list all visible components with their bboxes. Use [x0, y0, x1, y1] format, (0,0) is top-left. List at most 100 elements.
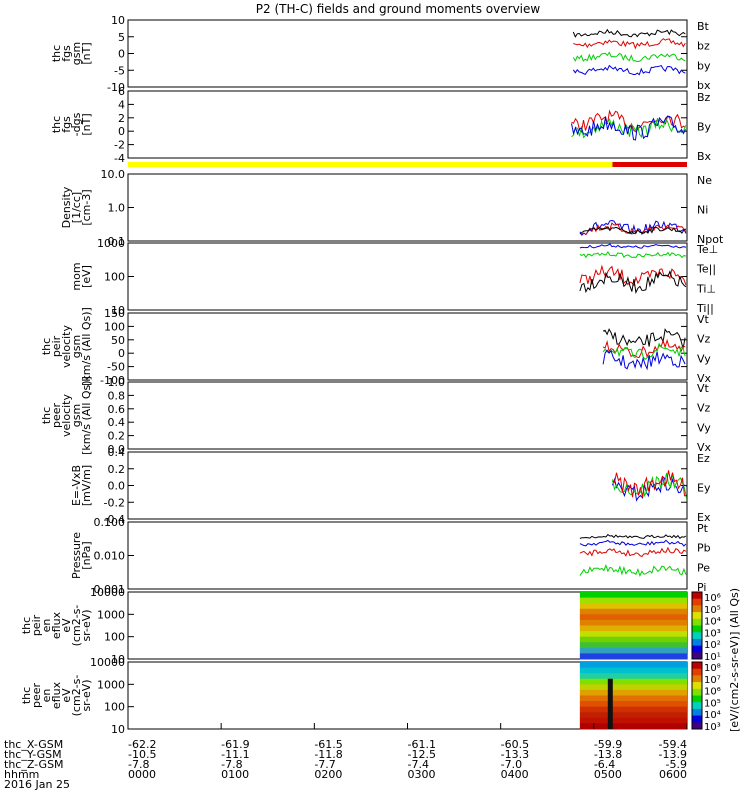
y-axis-label: thcpeirenefluxeV(cm2-s-sr-eV) [20, 605, 93, 647]
y-tick-label: -0.2 [104, 496, 125, 509]
y-axis-label: Density[1/cc][cm-3] [60, 186, 93, 228]
legend-entry: Ne [697, 174, 712, 187]
y-axis-label-line: gsm [70, 42, 83, 65]
legend-entry: Ez [697, 452, 710, 465]
panel-ispec: 10000 1000 100 10 thcpeirenefluxeV(cm2-s-sr-… [20, 586, 721, 666]
spectrogram-band [579, 701, 687, 708]
panel-frame [127, 242, 688, 311]
x-tick-label: 0300 [408, 768, 436, 781]
x-tick-label: -59.9 [594, 738, 622, 751]
date-label: 2016 Jan 25 [4, 778, 70, 791]
x-tick-label: -7.8 [128, 758, 149, 771]
y-tick-label: 0.0 [108, 443, 126, 456]
panel-frame [127, 173, 688, 242]
legend-entry: Vt [697, 313, 710, 326]
series-Ti-perp [579, 243, 687, 249]
legend-entry: Bz [697, 91, 711, 104]
x-tick-label: -11.1 [221, 748, 249, 761]
x-tick-label: -5.9 [666, 758, 687, 771]
x-tick-label: -10.5 [128, 748, 156, 761]
series-by [572, 51, 686, 63]
y-tick-label: 2 [118, 112, 125, 125]
panel-frame [127, 312, 688, 381]
colorbar-tick-label: 10⁸ [704, 663, 721, 674]
spectrogram-band [579, 592, 687, 599]
y-axis-label-line: en [40, 619, 53, 633]
x-tick-label: 0400 [501, 768, 529, 781]
colorbar-segment [692, 638, 702, 647]
series-Ez [612, 470, 687, 498]
series-bz [573, 38, 686, 50]
colorbar-segment [692, 632, 702, 640]
series-Pt [579, 533, 687, 540]
x-tick-label: -13.3 [501, 748, 529, 761]
colorbar-tick-label: 10² [704, 640, 721, 651]
colorbar-segment [692, 598, 702, 606]
colorbar-frame [691, 591, 703, 660]
y-tick-label: 10.0 [101, 168, 126, 181]
spectrogram-band [579, 647, 687, 654]
x-tick-label: 0200 [314, 768, 342, 781]
y-axis-label-line: E=-VxB [70, 465, 83, 506]
colorbar-segment [692, 675, 702, 683]
colorbar-tick-label: 10⁴ [704, 710, 721, 721]
y-tick-label: 100 [104, 701, 125, 714]
spectrogram-band [579, 723, 687, 730]
panel-frame [127, 451, 688, 520]
colorbar-segment [692, 715, 702, 723]
x-tick-label: -7.4 [408, 758, 429, 771]
panel-dens: 10.0 1.0 0.1 Density[1/cc][cm-3] Ne Ni Npot [60, 168, 724, 248]
y-axis-label-line: peer [30, 683, 43, 709]
legend-entry: Vx [697, 372, 712, 385]
y-axis-label-line: gsm [70, 404, 83, 427]
y-tick-label: 1.0 [108, 202, 126, 215]
y-tick-label: 0.6 [108, 403, 126, 416]
y-tick-label: -0.4 [104, 513, 125, 526]
y-axis-label-line: sr-eV) [80, 609, 93, 641]
spectrogram-band [579, 597, 687, 604]
colorbar-tick-label: 10⁵ [704, 605, 721, 616]
colorbar-tick-label: 10¹ [704, 652, 721, 663]
y-axis-label: mom[eV] [70, 262, 93, 290]
series-Vt [602, 328, 686, 349]
spectrogram-band [579, 631, 687, 638]
legend-entry: Te|| [696, 263, 716, 276]
y-tick-label: 0.001 [94, 583, 126, 596]
colorbar-segment [692, 688, 702, 696]
y-axis-label-line: [nT] [80, 113, 93, 135]
series-Ti-par [579, 250, 687, 259]
y-axis-label-line: -dgs [70, 112, 83, 136]
x-row-label: thc_X-GSM [4, 738, 63, 751]
panel-fgs: 10 5 0 -5 -10 thcfgsgsm[nT] Bt bz by bx [50, 14, 711, 94]
y-axis-label-line: [cm-3] [80, 189, 93, 225]
legend-entry: Vy [697, 352, 711, 365]
y-tick-label: 100 [104, 320, 125, 333]
legend-entry: Ti⊥ [696, 282, 716, 295]
legend-entry: Ni [697, 204, 708, 217]
y-axis-label-line: mom [70, 262, 83, 290]
colorbar-segment [692, 605, 702, 613]
spectrogram-band [579, 678, 687, 685]
y-tick-label: -5 [114, 64, 125, 77]
colorbar-tick-label: 10³ [704, 722, 721, 733]
y-tick-label: 10 [111, 723, 125, 736]
colorbar-segment [692, 702, 702, 710]
colorbar-label: [eV/(cm2-s-sr-eV)] (All Qs) [728, 588, 741, 732]
x-tick-label: -7.0 [501, 758, 522, 771]
y-axis-label-line: [km/s (All Qs)] [80, 307, 93, 386]
y-tick-label: 10 [111, 653, 125, 666]
legend-entry: Pe [697, 561, 710, 574]
legend-entry: Bt [697, 20, 710, 33]
y-axis-label: thcpeirvelocitygsm[km/s (All Qs)] [40, 307, 93, 386]
y-tick-label: 0.0 [108, 480, 126, 493]
y-axis-label: thcfgsgsm[nT] [50, 42, 93, 65]
spectrogram-band [579, 614, 687, 621]
panel-frame [127, 521, 688, 590]
y-axis-label-line: peir [50, 335, 63, 357]
series-bx [572, 64, 686, 76]
spectrogram-band [579, 689, 687, 696]
series-Ne [579, 222, 687, 236]
x-tick-label: -61.1 [408, 738, 436, 751]
y-tick-label: 0.4 [108, 416, 126, 429]
